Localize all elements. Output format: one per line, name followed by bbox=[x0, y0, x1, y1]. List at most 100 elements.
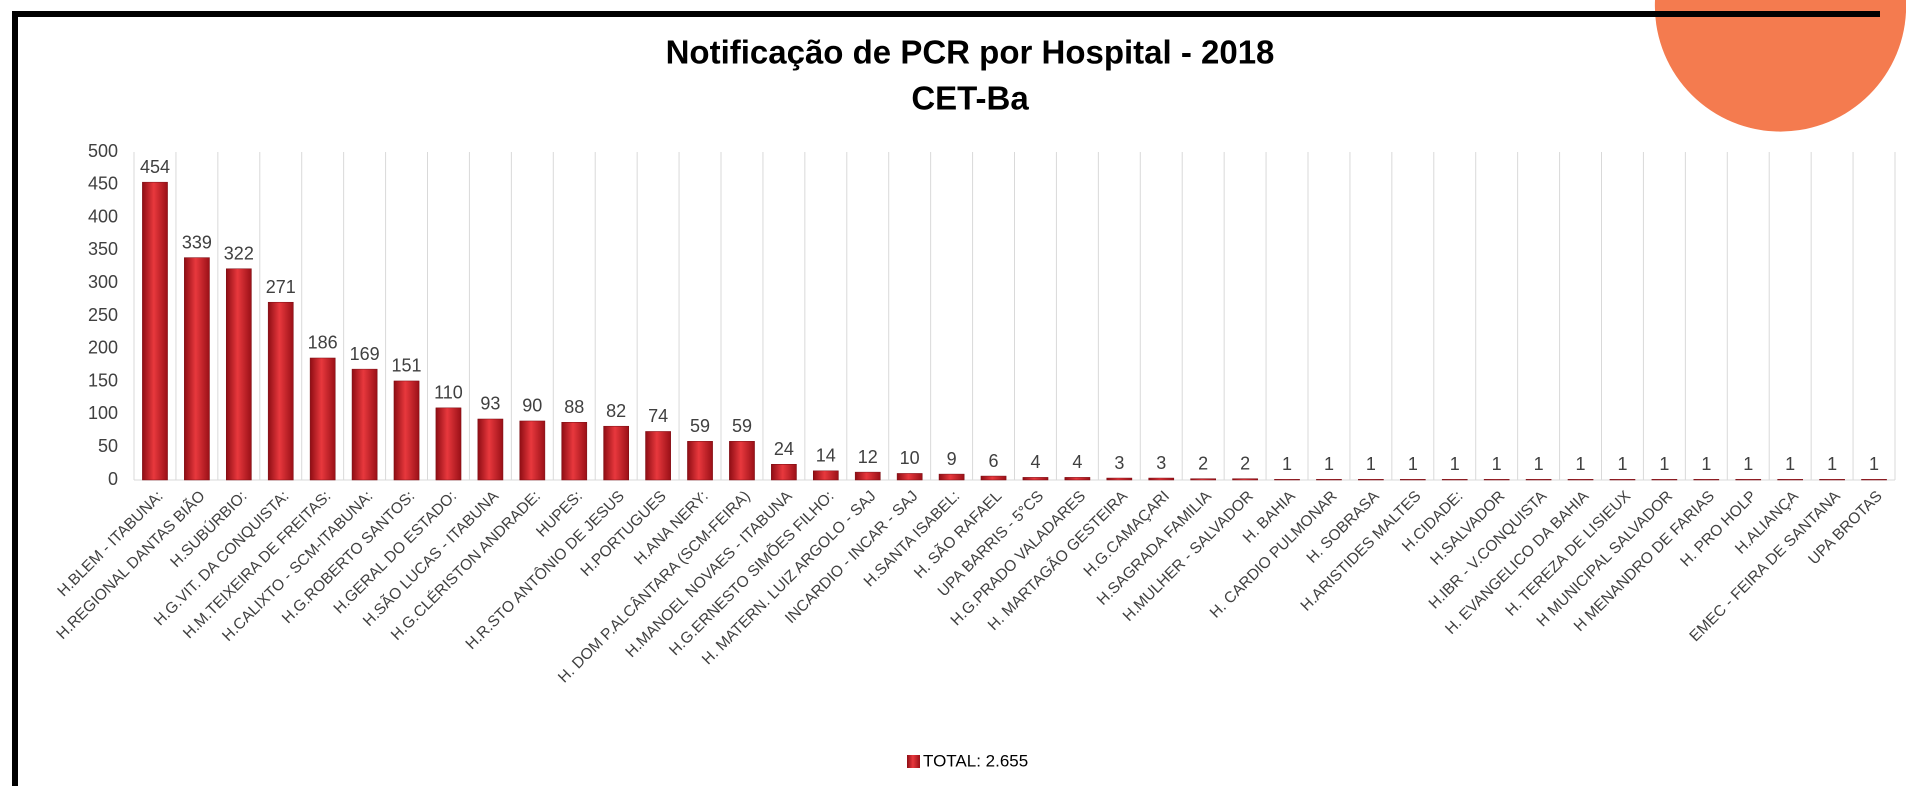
data-label: 1 bbox=[1534, 454, 1544, 474]
data-label: 88 bbox=[564, 397, 584, 417]
data-label: 1 bbox=[1827, 454, 1837, 474]
bar bbox=[309, 357, 336, 481]
bar bbox=[603, 425, 630, 481]
data-label: 3 bbox=[1156, 453, 1166, 473]
data-label: 2 bbox=[1240, 453, 1250, 473]
bar bbox=[812, 470, 839, 481]
y-tick-label: 100 bbox=[88, 403, 118, 423]
y-tick-label: 250 bbox=[88, 305, 118, 325]
bar bbox=[1232, 478, 1258, 481]
x-tick-label: H.ANA NERY: bbox=[631, 488, 712, 569]
bar bbox=[351, 368, 378, 481]
data-label: 2 bbox=[1198, 453, 1208, 473]
y-tick-label: 150 bbox=[88, 370, 118, 390]
data-label: 1 bbox=[1492, 454, 1502, 474]
data-label: 93 bbox=[480, 394, 500, 414]
data-label: 9 bbox=[947, 449, 957, 469]
bar bbox=[184, 257, 210, 481]
corner-decoration bbox=[1654, 0, 1906, 132]
data-label: 454 bbox=[140, 157, 170, 177]
bar bbox=[225, 268, 252, 481]
data-label: 10 bbox=[900, 448, 920, 468]
data-label: 1 bbox=[1576, 454, 1586, 474]
data-label: 1 bbox=[1324, 454, 1334, 474]
data-label: 1 bbox=[1450, 454, 1460, 474]
bar bbox=[267, 301, 294, 481]
data-label: 24 bbox=[774, 439, 794, 459]
bar bbox=[645, 431, 671, 481]
bar bbox=[896, 473, 923, 481]
y-tick-label: 200 bbox=[88, 338, 118, 358]
data-label: 14 bbox=[816, 446, 836, 466]
bar bbox=[980, 475, 1007, 481]
data-label: 4 bbox=[1030, 452, 1040, 472]
y-tick-label: 0 bbox=[108, 469, 118, 489]
data-label: 74 bbox=[648, 406, 668, 426]
data-label: 1 bbox=[1869, 454, 1879, 474]
data-label: 110 bbox=[434, 383, 463, 403]
data-label: 90 bbox=[522, 396, 542, 416]
legend-label: TOTAL: 2.655 bbox=[923, 751, 1028, 770]
data-label: 1 bbox=[1659, 454, 1669, 474]
data-label: 1 bbox=[1282, 454, 1292, 474]
bar bbox=[1777, 479, 1804, 481]
data-label: 322 bbox=[224, 244, 254, 264]
bar bbox=[519, 420, 546, 481]
data-label: 1 bbox=[1785, 454, 1795, 474]
bar bbox=[1819, 479, 1845, 481]
bar bbox=[687, 441, 713, 481]
data-label: 169 bbox=[350, 344, 380, 364]
data-label: 59 bbox=[732, 416, 752, 436]
bar bbox=[142, 181, 168, 481]
bar bbox=[1064, 477, 1091, 481]
data-label: 3 bbox=[1114, 453, 1124, 473]
bar bbox=[1358, 479, 1384, 481]
data-label: 82 bbox=[606, 401, 626, 421]
data-label: 1 bbox=[1701, 454, 1711, 474]
y-tick-label: 400 bbox=[88, 206, 118, 226]
data-label: 1 bbox=[1366, 454, 1376, 474]
data-label: 151 bbox=[392, 356, 422, 376]
bar bbox=[1567, 479, 1594, 481]
data-label: 186 bbox=[308, 333, 338, 353]
bar bbox=[1525, 479, 1552, 481]
bar bbox=[1441, 479, 1468, 481]
bar bbox=[771, 464, 797, 481]
data-label: 4 bbox=[1072, 452, 1082, 472]
frame bbox=[12, 11, 1880, 786]
x-tick-label: UPA BROTAS bbox=[1805, 488, 1885, 568]
bar bbox=[561, 422, 588, 481]
data-label: 339 bbox=[182, 232, 212, 252]
data-label: 59 bbox=[690, 416, 710, 436]
data-label: 1 bbox=[1743, 454, 1753, 474]
bar bbox=[435, 407, 462, 481]
chart-title: Notificação de PCR por Hospital - 2018 bbox=[666, 34, 1275, 71]
legend-swatch bbox=[907, 755, 920, 768]
bar bbox=[938, 473, 965, 481]
y-tick-label: 500 bbox=[88, 141, 118, 161]
data-label: 6 bbox=[989, 451, 999, 471]
chart-subtitle: CET-Ba bbox=[911, 80, 1029, 117]
y-tick-label: 300 bbox=[88, 272, 118, 292]
x-tick-label: H.SALVADOR bbox=[1427, 488, 1508, 569]
data-label: 271 bbox=[266, 277, 296, 297]
bar bbox=[1022, 477, 1049, 481]
bar bbox=[1106, 477, 1133, 481]
bar bbox=[1190, 478, 1217, 481]
bar bbox=[1399, 479, 1426, 481]
y-tick-label: 50 bbox=[98, 436, 118, 456]
bar bbox=[1148, 477, 1175, 481]
bar bbox=[1483, 479, 1510, 481]
bar bbox=[393, 380, 420, 481]
bar bbox=[1693, 479, 1720, 481]
y-tick-label: 450 bbox=[88, 174, 118, 194]
data-label: 1 bbox=[1617, 454, 1627, 474]
bar bbox=[1274, 479, 1300, 481]
bar bbox=[1735, 479, 1762, 481]
x-tick-label: H. SOBRASA bbox=[1304, 487, 1383, 566]
bar bbox=[477, 418, 504, 481]
data-label: 12 bbox=[858, 447, 878, 467]
bar bbox=[1609, 479, 1636, 481]
y-tick-label: 350 bbox=[88, 239, 118, 259]
